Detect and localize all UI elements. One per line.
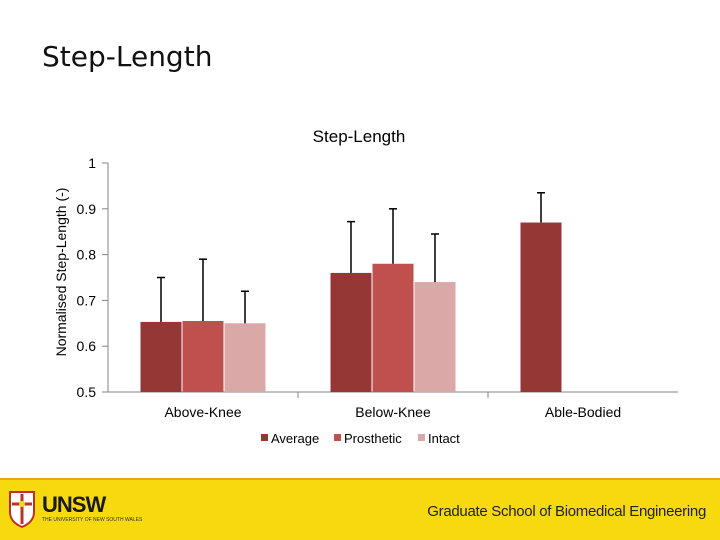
y-tick-label: 0.8 — [77, 247, 97, 263]
footer-divider — [0, 478, 720, 481]
y-tick-label: 0.6 — [77, 338, 97, 354]
bars — [140, 222, 562, 392]
bar-chart: Step-Length Normalised Step-Length (-) 0… — [53, 127, 678, 446]
logo-wordmark: UNSW — [42, 492, 106, 517]
legend-label: Average — [271, 431, 319, 446]
legend-label: Prosthetic — [344, 431, 402, 446]
crest-icon — [9, 491, 35, 528]
bar-average — [330, 272, 372, 392]
y-tick-label: 0.9 — [77, 201, 97, 217]
chart-title: Step-Length — [313, 127, 406, 146]
bar-average — [140, 321, 182, 392]
footer-bar — [0, 480, 720, 540]
legend-swatch-intact — [418, 434, 425, 441]
legend-label: Intact — [428, 431, 460, 446]
bar-prosthetic — [372, 263, 414, 392]
x-tick-label: Above-Knee — [164, 404, 241, 420]
bar-intact — [224, 323, 266, 392]
school-name: Graduate School of Biomedical Engineerin… — [427, 503, 706, 520]
x-tick-label: Able-Bodied — [545, 404, 621, 420]
legend-swatch-average — [261, 434, 268, 441]
logo-subtext: THE UNIVERSITY OF NEW SOUTH WALES — [42, 517, 143, 523]
x-tick-label: Below-Knee — [355, 404, 431, 420]
error-bars — [157, 192, 545, 324]
y-tick-label: 1 — [88, 155, 96, 171]
bar-intact — [414, 282, 456, 392]
legend: Average Prosthetic Intact — [261, 431, 460, 446]
y-ticks: 0.5 0.6 0.7 0.8 0.9 1 — [77, 155, 108, 400]
unsw-logo[interactable]: UNSW THE UNIVERSITY OF NEW SOUTH WALES — [8, 490, 142, 530]
y-axis-label: Normalised Step-Length (-) — [53, 188, 69, 357]
bar-prosthetic — [182, 321, 224, 392]
y-tick-label: 0.5 — [77, 384, 97, 400]
y-tick-label: 0.7 — [77, 292, 97, 308]
bar-average — [520, 222, 562, 392]
legend-swatch-prosthetic — [334, 434, 341, 441]
slide-title: Step-Length — [42, 40, 213, 73]
x-tick-labels: Above-Knee Below-Knee Able-Bodied — [164, 404, 621, 420]
